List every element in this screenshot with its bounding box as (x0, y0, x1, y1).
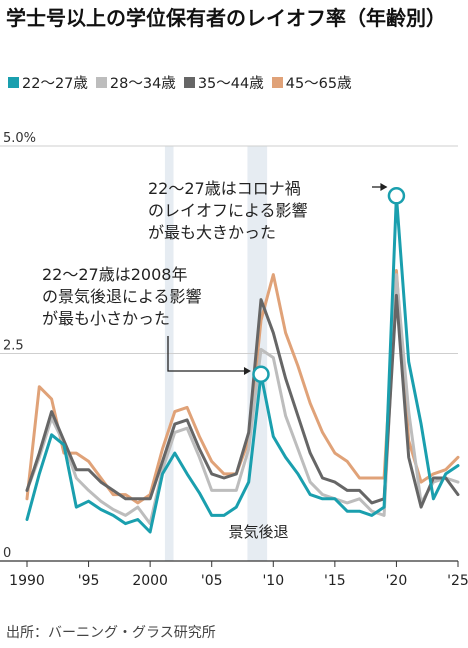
annotation-marker (387, 187, 406, 205)
x-tick-label: '95 (78, 573, 100, 589)
legend-item: 28〜34歳 (95, 72, 176, 93)
y-tick-label: 2.5 (3, 339, 24, 354)
annotation-text: が最も小さかった (42, 309, 170, 328)
annotation-text: のレイオフによる影響 (148, 201, 308, 220)
source-note: 出所：バーニング・グラス研究所 (6, 625, 216, 641)
legend: 22〜27歳 28〜34歳 35〜44歳 45〜65歳 (8, 72, 360, 92)
legend-label: 45〜65歳 (285, 75, 352, 92)
legend-swatch (8, 76, 19, 88)
x-tick-label: '10 (262, 573, 284, 589)
legend-swatch (183, 76, 195, 88)
x-tick-label: '25 (447, 573, 468, 589)
annotation-marker (252, 365, 270, 383)
annotation-text: の景気後退による影響 (42, 287, 202, 306)
x-tick-label: '15 (324, 573, 346, 589)
legend-swatch (271, 76, 283, 88)
legend-label: 35〜44歳 (197, 75, 264, 92)
y-tick-label: 5.0% (3, 131, 36, 146)
legend-item: 35〜44歳 (183, 72, 264, 93)
annotation-text: が最も大きかった (148, 223, 276, 242)
annotation-text: 22〜27歳はコロナ禍 (148, 179, 301, 198)
recession-label: 景気後退 (229, 523, 289, 541)
series-line (25, 194, 460, 534)
legend-label: 28〜34歳 (109, 75, 176, 92)
annotation-arrowhead (243, 367, 251, 375)
legend-swatch (95, 76, 107, 88)
annotation-arrow (167, 336, 249, 372)
x-tick-label: '05 (201, 573, 223, 589)
chart-title: 学士号以上の学位保有者のレイオフ率（年齢別） (6, 6, 446, 30)
y-tick-label: 0 (3, 546, 11, 561)
x-tick-label: '20 (386, 573, 408, 589)
legend-item: 45〜65歳 (271, 72, 352, 93)
annotation-text: 22〜27歳は2008年 (42, 265, 187, 284)
legend-label: 22〜27歳 (22, 75, 88, 92)
legend-item: 22〜27歳 (8, 72, 88, 93)
x-tick-label: 2000 (132, 573, 168, 589)
annotation-arrowhead (380, 183, 388, 191)
x-tick-label: 1990 (9, 573, 45, 589)
